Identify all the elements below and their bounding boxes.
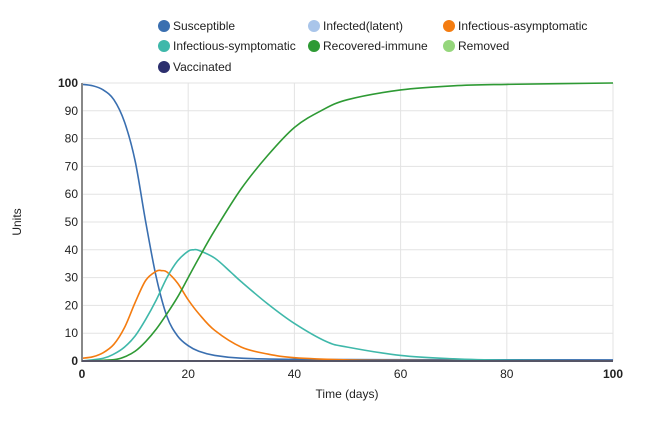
- legend-marker-icon: [158, 40, 170, 52]
- series-line-susceptible: [81, 83, 614, 361]
- legend-marker-icon: [308, 20, 320, 32]
- x-tick-label: 0: [79, 367, 86, 381]
- x-tick-label: 100: [603, 367, 623, 381]
- legend-label: Infected(latent): [323, 19, 403, 33]
- y-tick-label: 10: [65, 326, 79, 340]
- legend-label: Infectious-asymptomatic: [458, 19, 587, 33]
- y-tick-label: 70: [65, 159, 79, 173]
- legend-marker-icon: [443, 20, 455, 32]
- y-axis-label: Units: [10, 208, 24, 235]
- gridlines: [82, 82, 614, 361]
- series-line-infectious-asymptomatic: [81, 269, 614, 362]
- legend-item[interactable]: Infectious-asymptomatic: [443, 19, 587, 33]
- x-tick-label: 60: [394, 367, 408, 381]
- legend-label: Recovered-immune: [323, 39, 428, 53]
- series-line-recovered-immune: [81, 82, 614, 362]
- legend-label: Infectious-symptomatic: [173, 39, 296, 53]
- legend-marker-icon: [158, 20, 170, 32]
- y-tick-label: 50: [65, 215, 79, 229]
- y-tick-label: 60: [65, 187, 79, 201]
- x-tick-label: 40: [288, 367, 302, 381]
- y-tick-label: 90: [65, 104, 79, 118]
- x-axis-label: Time (days): [316, 387, 379, 401]
- legend-item[interactable]: Vaccinated: [158, 60, 231, 74]
- axes: 0 10 20 30 40 50 60 70 80 90 100 0 20 40 60 80 100: [58, 76, 623, 381]
- legend-item[interactable]: Infected(latent): [308, 19, 403, 33]
- legend-marker-icon: [443, 40, 455, 52]
- legend-item[interactable]: Susceptible: [158, 19, 235, 33]
- legend-item[interactable]: Removed: [443, 39, 509, 53]
- legend-marker-icon: [308, 40, 320, 52]
- y-tick-label: 20: [65, 298, 79, 312]
- legend-label: Removed: [458, 39, 509, 53]
- y-tick-label: 40: [65, 243, 79, 257]
- x-tick-label: 20: [182, 367, 196, 381]
- legend[interactable]: Susceptible Infected(latent) Infectious-as…: [158, 19, 587, 74]
- legend-label: Susceptible: [173, 19, 235, 33]
- legend-label: Vaccinated: [173, 60, 231, 74]
- legend-marker-icon: [158, 61, 170, 73]
- series-line-infectious-symptomatic: [81, 248, 614, 362]
- y-tick-label: 80: [65, 132, 79, 146]
- legend-item[interactable]: Infectious-symptomatic: [158, 39, 296, 53]
- y-tick-label: 0: [71, 354, 78, 368]
- y-tick-label: 100: [58, 76, 78, 90]
- y-tick-label: 30: [65, 271, 79, 285]
- x-tick-label: 80: [500, 367, 514, 381]
- legend-item[interactable]: Recovered-immune: [308, 39, 428, 53]
